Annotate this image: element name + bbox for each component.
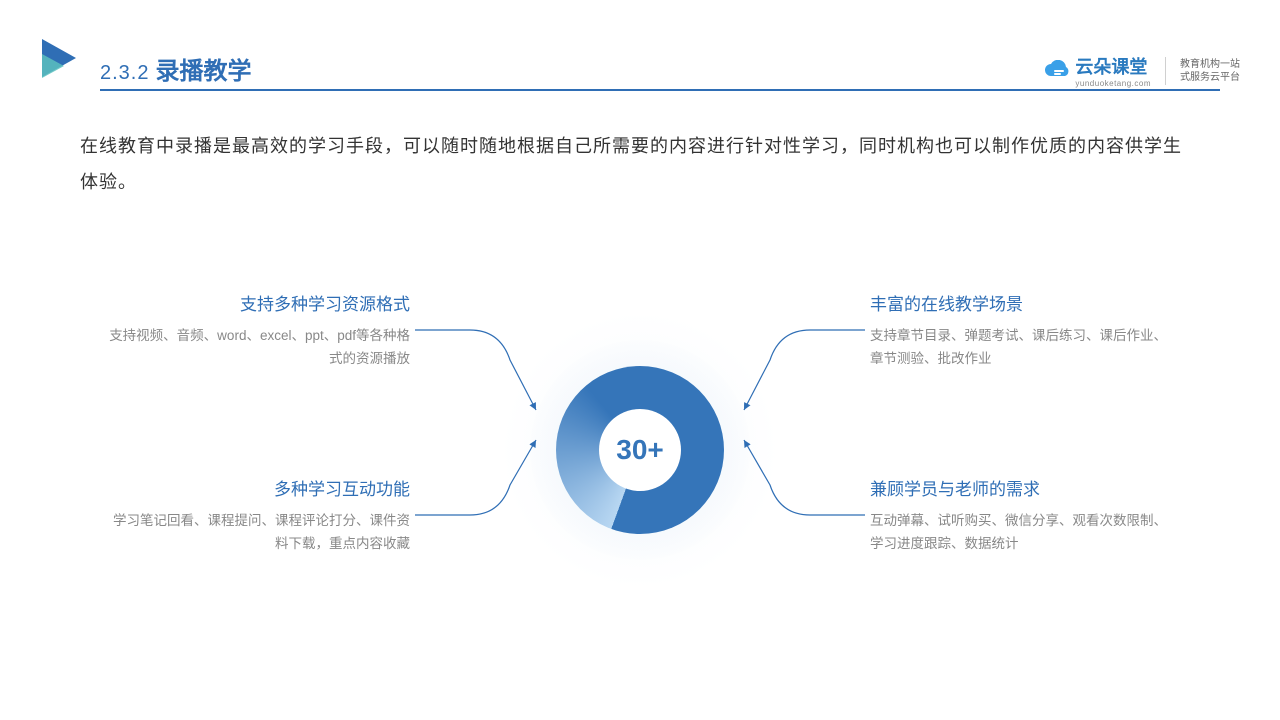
feature-desc: 学习笔记回看、课程提问、课程评论打分、课件资料下载，重点内容收藏 <box>100 510 410 556</box>
feature-top-left: 支持多种学习资源格式 支持视频、音频、word、excel、ppt、pdf等各种… <box>100 290 410 371</box>
logo-text: 云朵课堂 <box>1075 53 1151 79</box>
feature-bottom-right: 兼顾学员与老师的需求 互动弹幕、试听购买、微信分享、观看次数限制、学习进度跟踪、… <box>870 475 1180 556</box>
feature-title: 兼顾学员与老师的需求 <box>870 475 1180 500</box>
logo-tagline: 教育机构一站 式服务云平台 <box>1180 58 1240 84</box>
slide-header: 2.3.2 录播教学 云朵课堂 yunduoketang.com 教育机构一站 … <box>0 35 1280 91</box>
logo-url: yunduoketang.com <box>1075 79 1151 88</box>
feature-desc: 支持视频、音频、word、excel、ppt、pdf等各种格式的资源播放 <box>100 325 410 371</box>
section-title: 录播教学 <box>155 51 251 86</box>
feature-title: 支持多种学习资源格式 <box>100 290 410 315</box>
logo-tagline-line: 式服务云平台 <box>1180 71 1240 84</box>
title-underline <box>100 89 1220 91</box>
intro-paragraph: 在线教育中录播是最高效的学习手段，可以随时随地根据自己所需要的内容进行针对性学习… <box>80 128 1200 200</box>
cloud-icon <box>1043 60 1071 82</box>
play-triangle-icon <box>36 35 82 81</box>
logo-divider <box>1165 57 1166 85</box>
feature-title: 丰富的在线教学场景 <box>870 290 1180 315</box>
feature-top-right: 丰富的在线教学场景 支持章节目录、弹题考试、课后练习、课后作业、章节测验、批改作… <box>870 290 1180 371</box>
feature-title: 多种学习互动功能 <box>100 475 410 500</box>
section-number: 2.3.2 <box>100 62 149 85</box>
logo-tagline-line: 教育机构一站 <box>1180 58 1240 71</box>
feature-bottom-left: 多种学习互动功能 学习笔记回看、课程提问、课程评论打分、课件资料下载，重点内容收… <box>100 475 410 556</box>
feature-desc: 支持章节目录、弹题考试、课后练习、课后作业、章节测验、批改作业 <box>870 325 1180 371</box>
feature-diagram: 30+ 支持多种学习资源格式 支持视频、音频、word、excel、ppt、pd… <box>0 260 1280 640</box>
feature-desc: 互动弹幕、试听购买、微信分享、观看次数限制、学习进度跟踪、数据统计 <box>870 510 1180 556</box>
brand-logo: 云朵课堂 yunduoketang.com 教育机构一站 式服务云平台 <box>1043 53 1240 88</box>
